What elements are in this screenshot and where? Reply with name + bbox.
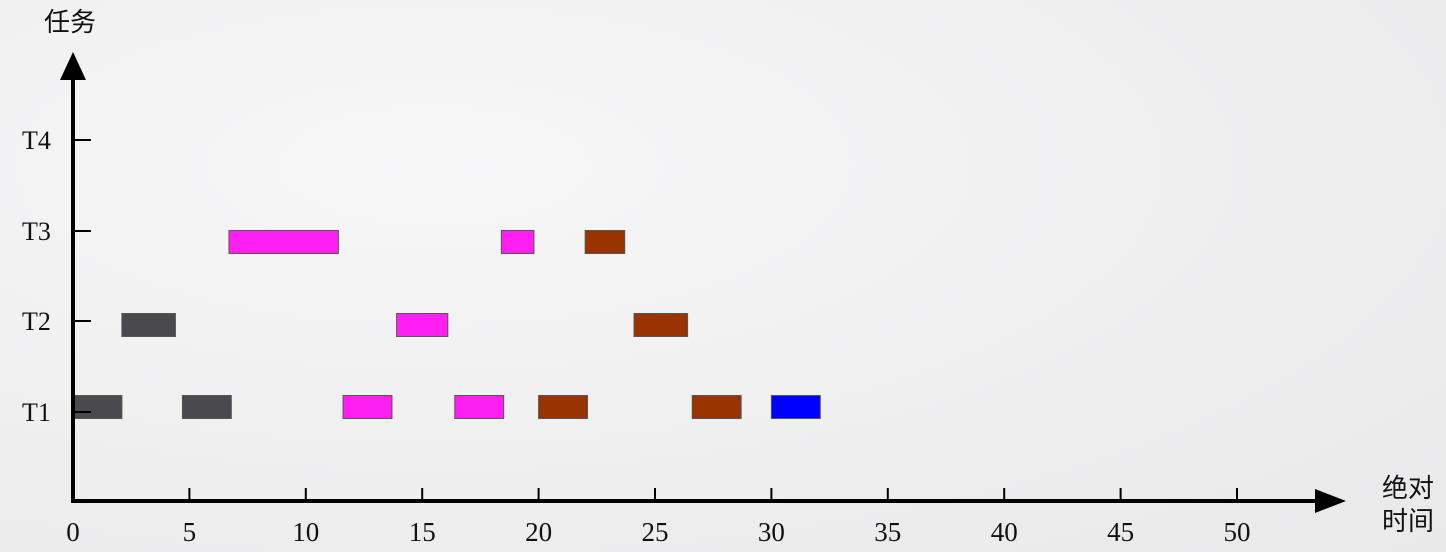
bar-t3-10 bbox=[228, 230, 339, 254]
x-axis-label-line1: 绝对 bbox=[1382, 474, 1434, 503]
bar-t3-12 bbox=[584, 230, 626, 254]
x-tick-label: 50 bbox=[1224, 517, 1251, 547]
x-tick-label: 15 bbox=[409, 517, 436, 547]
y-tick-label: T4 bbox=[22, 126, 51, 155]
bar-t1-2 bbox=[342, 395, 393, 419]
bar-t1-1 bbox=[181, 395, 232, 419]
bar-t2-7 bbox=[121, 313, 176, 337]
y-tick-label: T3 bbox=[22, 217, 51, 246]
x-tick-label: 20 bbox=[525, 517, 552, 547]
bar-t1-0 bbox=[72, 395, 123, 419]
y-axis-label: 任务 bbox=[44, 8, 96, 37]
x-tick-label: 0 bbox=[66, 517, 80, 547]
bar-t1-3 bbox=[454, 395, 505, 419]
x-ticks-layer: 0 5 10 15 20 25 30 35 40 45 50 bbox=[66, 488, 1251, 547]
x-tick-label: 35 bbox=[874, 517, 901, 547]
y-tick-label: T1 bbox=[22, 398, 51, 427]
bars-layer bbox=[72, 230, 821, 419]
x-tick-label: 40 bbox=[991, 517, 1018, 547]
bar-t1-5 bbox=[691, 395, 742, 419]
x-tick-label: 10 bbox=[292, 517, 319, 547]
x-axis-arrow bbox=[1315, 489, 1346, 513]
x-tick-label: 30 bbox=[758, 517, 785, 547]
bar-t3-11 bbox=[500, 230, 535, 254]
y-axis-arrow bbox=[60, 52, 86, 80]
axes-layer bbox=[60, 52, 1346, 513]
x-tick-label: 5 bbox=[183, 517, 197, 547]
y-tick-label: T2 bbox=[22, 307, 51, 336]
x-tick-label: 45 bbox=[1107, 517, 1134, 547]
x-tick-label: 25 bbox=[642, 517, 669, 547]
bar-t2-8 bbox=[396, 313, 449, 337]
bar-t2-9 bbox=[633, 313, 689, 337]
x-axis-label-line2: 时间 bbox=[1382, 507, 1434, 536]
bar-t1-6 bbox=[770, 395, 821, 419]
y-ticks-layer: T1 T2 T3 T4 bbox=[22, 126, 91, 427]
bar-t1-4 bbox=[538, 395, 588, 419]
